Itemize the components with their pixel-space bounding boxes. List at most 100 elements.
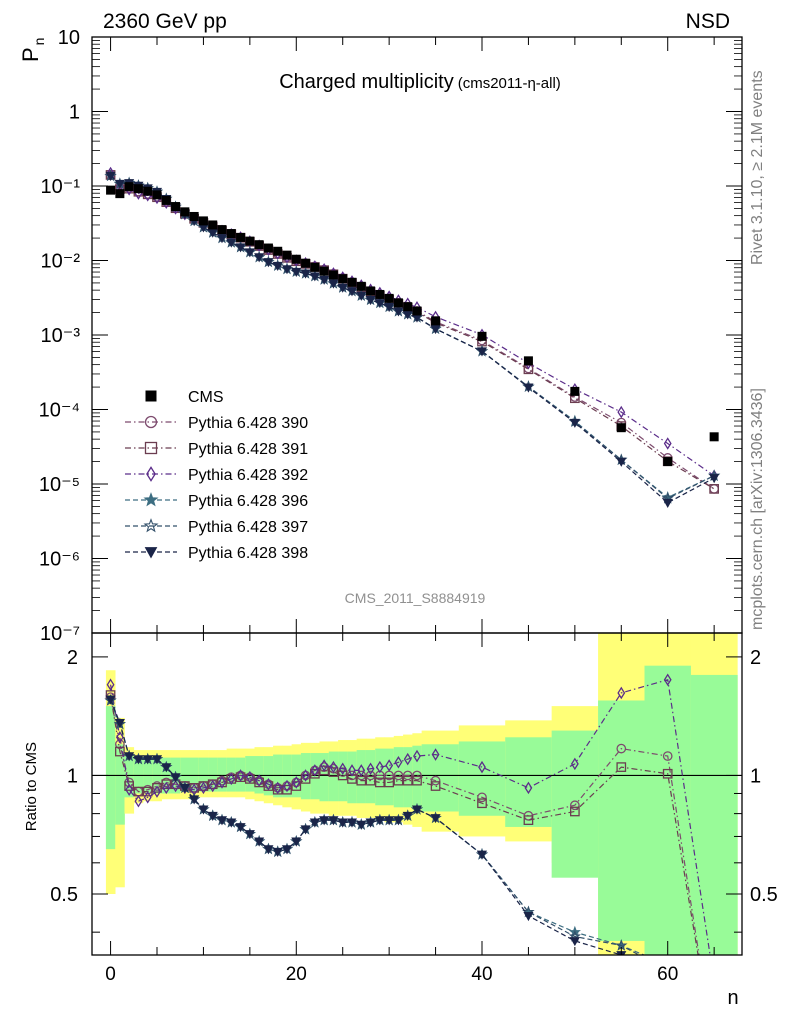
data-point <box>328 270 338 280</box>
ratio-point <box>133 755 144 765</box>
series-point <box>617 405 626 419</box>
band-inner <box>347 751 357 804</box>
ratio-tick-label-right: 2 <box>750 647 761 669</box>
series-point <box>663 437 672 450</box>
ratio-point <box>375 760 384 774</box>
ratio-point <box>413 749 421 763</box>
ratio-point <box>348 764 356 777</box>
legend-marker <box>146 466 156 482</box>
data-point <box>115 189 125 199</box>
legend-label: Pythia 6.428 392 <box>188 467 308 484</box>
data-point <box>347 277 357 287</box>
data-point <box>133 184 143 194</box>
data-point <box>431 316 441 326</box>
legend-label: Pythia 6.428 396 <box>188 493 308 510</box>
ratio-tick-label-right: 0.5 <box>750 884 778 906</box>
series-point <box>300 269 311 279</box>
legend-marker <box>145 390 157 402</box>
data-point <box>291 254 301 264</box>
band-inner <box>189 757 200 792</box>
ratio-point <box>431 748 440 761</box>
ratio-point <box>430 781 441 791</box>
ratio-point <box>244 830 255 840</box>
ratio-point <box>346 818 358 828</box>
legend-marker <box>143 518 159 533</box>
ratio-point <box>477 798 487 809</box>
band-inner <box>403 747 413 808</box>
data-point <box>236 232 246 242</box>
legend-marker <box>144 441 158 455</box>
series-point <box>393 307 404 317</box>
ratio-point <box>263 845 274 855</box>
ratio-point <box>216 816 228 826</box>
data-point <box>143 186 153 196</box>
y-axis-label: Pn <box>18 38 47 62</box>
data-point <box>356 281 366 291</box>
ratio-point <box>430 814 441 824</box>
y-tick-label: 10⁻¹ <box>41 176 81 198</box>
ratio-line-1 <box>109 694 699 955</box>
ratio-point <box>245 770 254 784</box>
band-inner <box>421 744 460 812</box>
ratio-point <box>310 764 319 777</box>
ratio-point <box>162 781 171 795</box>
panel-frame <box>91 36 743 634</box>
ratio-point <box>384 816 395 826</box>
ratio-point <box>272 847 283 858</box>
ratio-tick-label: 0.5 <box>50 884 78 906</box>
ratio-point <box>218 776 226 789</box>
ratio-point <box>402 770 413 781</box>
legend-label: Pythia 6.428 397 <box>188 519 308 536</box>
data-point <box>384 293 394 303</box>
ratio-point <box>616 743 627 754</box>
ratio-point <box>357 764 366 777</box>
data-point <box>412 306 422 316</box>
band-inner <box>644 665 692 955</box>
data-point <box>338 274 348 284</box>
series-point <box>291 267 302 277</box>
ratio-point <box>570 800 580 811</box>
main-series-lines <box>104 166 721 508</box>
data-point <box>198 216 208 226</box>
series-point <box>662 498 673 508</box>
data-point <box>319 266 329 276</box>
ratio-point <box>320 759 329 772</box>
ratio-point <box>105 695 116 705</box>
ratio-point <box>235 823 246 833</box>
chart-title: Charged multiplicity (cms2011-η-all) <box>279 71 561 93</box>
band-inner <box>690 674 738 955</box>
band-inner <box>245 756 255 792</box>
band-inner <box>393 747 404 808</box>
data-point <box>477 331 487 341</box>
ratio-point <box>478 760 486 774</box>
ratio-point <box>393 775 404 786</box>
data-point <box>171 202 181 212</box>
ratio-point <box>412 770 422 781</box>
ratio-point <box>328 767 339 777</box>
series-point <box>216 234 228 244</box>
ratio-point <box>393 816 404 826</box>
ratio-uncertainty-bands <box>105 633 738 955</box>
series-point <box>309 272 320 282</box>
data-point <box>124 182 134 192</box>
header-right: NSD <box>686 10 730 33</box>
legend-label: CMS <box>188 389 224 406</box>
ratio-point <box>170 773 181 783</box>
ratio-point <box>301 769 310 782</box>
band-inner <box>375 748 385 806</box>
main-panel-frame: 10⁻⁷ 10⁻⁶ 10⁻⁵ 10⁻⁴ 10⁻³ 10⁻² 10⁻¹ 1 10 <box>39 27 743 645</box>
ratio-point <box>189 795 200 805</box>
y-tick-label: 10⁻⁴ <box>39 400 80 422</box>
ratio-point <box>570 806 580 817</box>
ratio-point <box>273 781 282 795</box>
series-point <box>105 171 116 181</box>
data-point <box>189 211 199 221</box>
ratio-point <box>236 769 245 782</box>
y-tick-label: 10⁻⁵ <box>39 474 80 496</box>
ratio-point <box>227 772 236 786</box>
ratio-tick-label: 2 <box>67 647 78 669</box>
ratio-point <box>153 785 161 798</box>
ratio-point <box>337 770 348 781</box>
ratio-point <box>142 786 153 797</box>
